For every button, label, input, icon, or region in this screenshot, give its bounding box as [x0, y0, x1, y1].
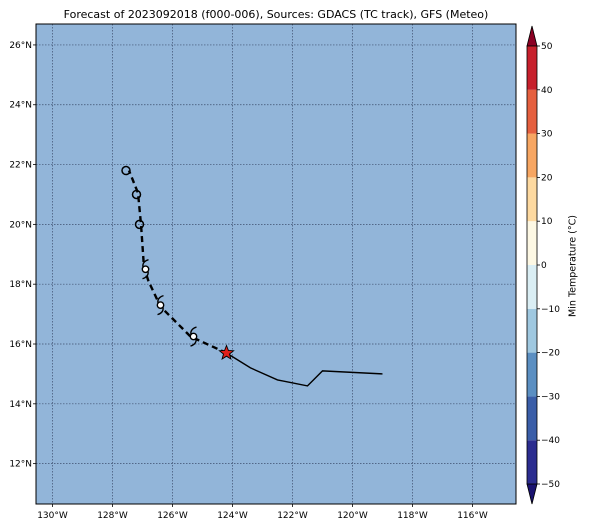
colorbar-tick-label: 40: [541, 86, 553, 96]
colorbar-band: [527, 440, 537, 484]
map-grid: [36, 24, 516, 504]
colorbar-tick-label: 30: [541, 130, 553, 140]
colorbar-tick-label: −50: [541, 480, 560, 490]
lat-tick-label: 12°N: [9, 460, 32, 470]
depression-circle: [121, 165, 131, 176]
colorbar-tick-label: −40: [541, 436, 560, 446]
past-track-line: [226, 352, 383, 387]
lat-tick-label: 26°N: [9, 41, 32, 51]
colorbar-band: [527, 396, 537, 441]
colorbar-tick-label: 50: [541, 42, 553, 52]
lon-tick-label: 122°W: [277, 511, 308, 521]
tropical-storm-icon: [141, 259, 150, 280]
tropical-depression-icon: [134, 219, 145, 230]
tropical-storm-icon: [189, 326, 198, 347]
storm-arm-bottom: [190, 338, 197, 347]
storm-arm-bottom: [157, 306, 164, 316]
lat-tick-label: 24°N: [9, 101, 32, 111]
storm-eye: [141, 265, 150, 274]
colorbar-tick-label: 20: [541, 173, 553, 183]
colorbar-tick-label: 10: [541, 217, 553, 227]
tropical-depression-icon: [121, 165, 131, 176]
tropical-depression-icon: [131, 189, 142, 200]
colorbar: 50 40 30 20 10 0 −10 −20 −30 −40 −50: [526, 25, 560, 505]
storm-arm-top: [142, 259, 149, 268]
colorbar-tick-label: 0: [541, 261, 547, 271]
colorbar-label: Min Temperature (°C): [567, 215, 579, 317]
colorbar-band: [527, 265, 537, 309]
storm-arm-top: [190, 326, 197, 335]
colorbar-over-triangle: [526, 25, 538, 47]
depression-circle: [134, 219, 145, 230]
lat-tick-label: 14°N: [9, 400, 32, 410]
colorbar-band: [527, 221, 537, 265]
map-background: [36, 24, 516, 504]
depression-circle: [131, 189, 142, 200]
lon-tick-label: 130°W: [37, 511, 68, 521]
lat-tick-label: 20°N: [9, 220, 32, 230]
colorbar-tick-label: −20: [541, 349, 560, 359]
colorbar-band: [527, 308, 537, 353]
lat-tick-label: 18°N: [9, 280, 32, 290]
colorbar-tick-label: −30: [541, 392, 560, 402]
storm-arm-bottom: [142, 271, 149, 280]
lat-tick-label: 22°N: [9, 161, 32, 171]
lon-tick-label: 124°W: [217, 511, 248, 521]
map-frame: [35, 23, 517, 505]
storm-eye: [156, 301, 165, 310]
colorbar-band: [527, 177, 537, 222]
colorbar-under-triangle: [526, 483, 538, 505]
chart-title: Forecast of 2023092018 (f000-006), Sourc…: [63, 8, 489, 21]
latitude-axis: 12°N 14°N 16°N 18°N 20°N 22°N 24°N 26°N: [9, 41, 36, 470]
lon-tick-label: 128°W: [97, 511, 128, 521]
colorbar-band: [527, 352, 537, 397]
lon-tick-label: 118°W: [397, 511, 428, 521]
lat-tick-label: 16°N: [9, 340, 32, 350]
colorbar-band: [527, 133, 537, 178]
storm-eye: [189, 332, 198, 341]
longitude-axis: 130°W 128°W 126°W 124°W 122°W 120°W 118°W 116°W: [37, 504, 488, 521]
colorbar-tick-label: −10: [541, 305, 560, 315]
lon-tick-label: 126°W: [157, 511, 188, 521]
lon-tick-label: 116°W: [457, 511, 488, 521]
lon-tick-label: 120°W: [337, 511, 368, 521]
storm-arm-top: [157, 294, 164, 304]
track-layer: [121, 165, 383, 387]
current-position-star-icon: [218, 344, 235, 361]
colorbar-band: [527, 46, 537, 90]
colorbar-band: [527, 89, 537, 134]
tropical-storm-icon: [156, 294, 165, 316]
